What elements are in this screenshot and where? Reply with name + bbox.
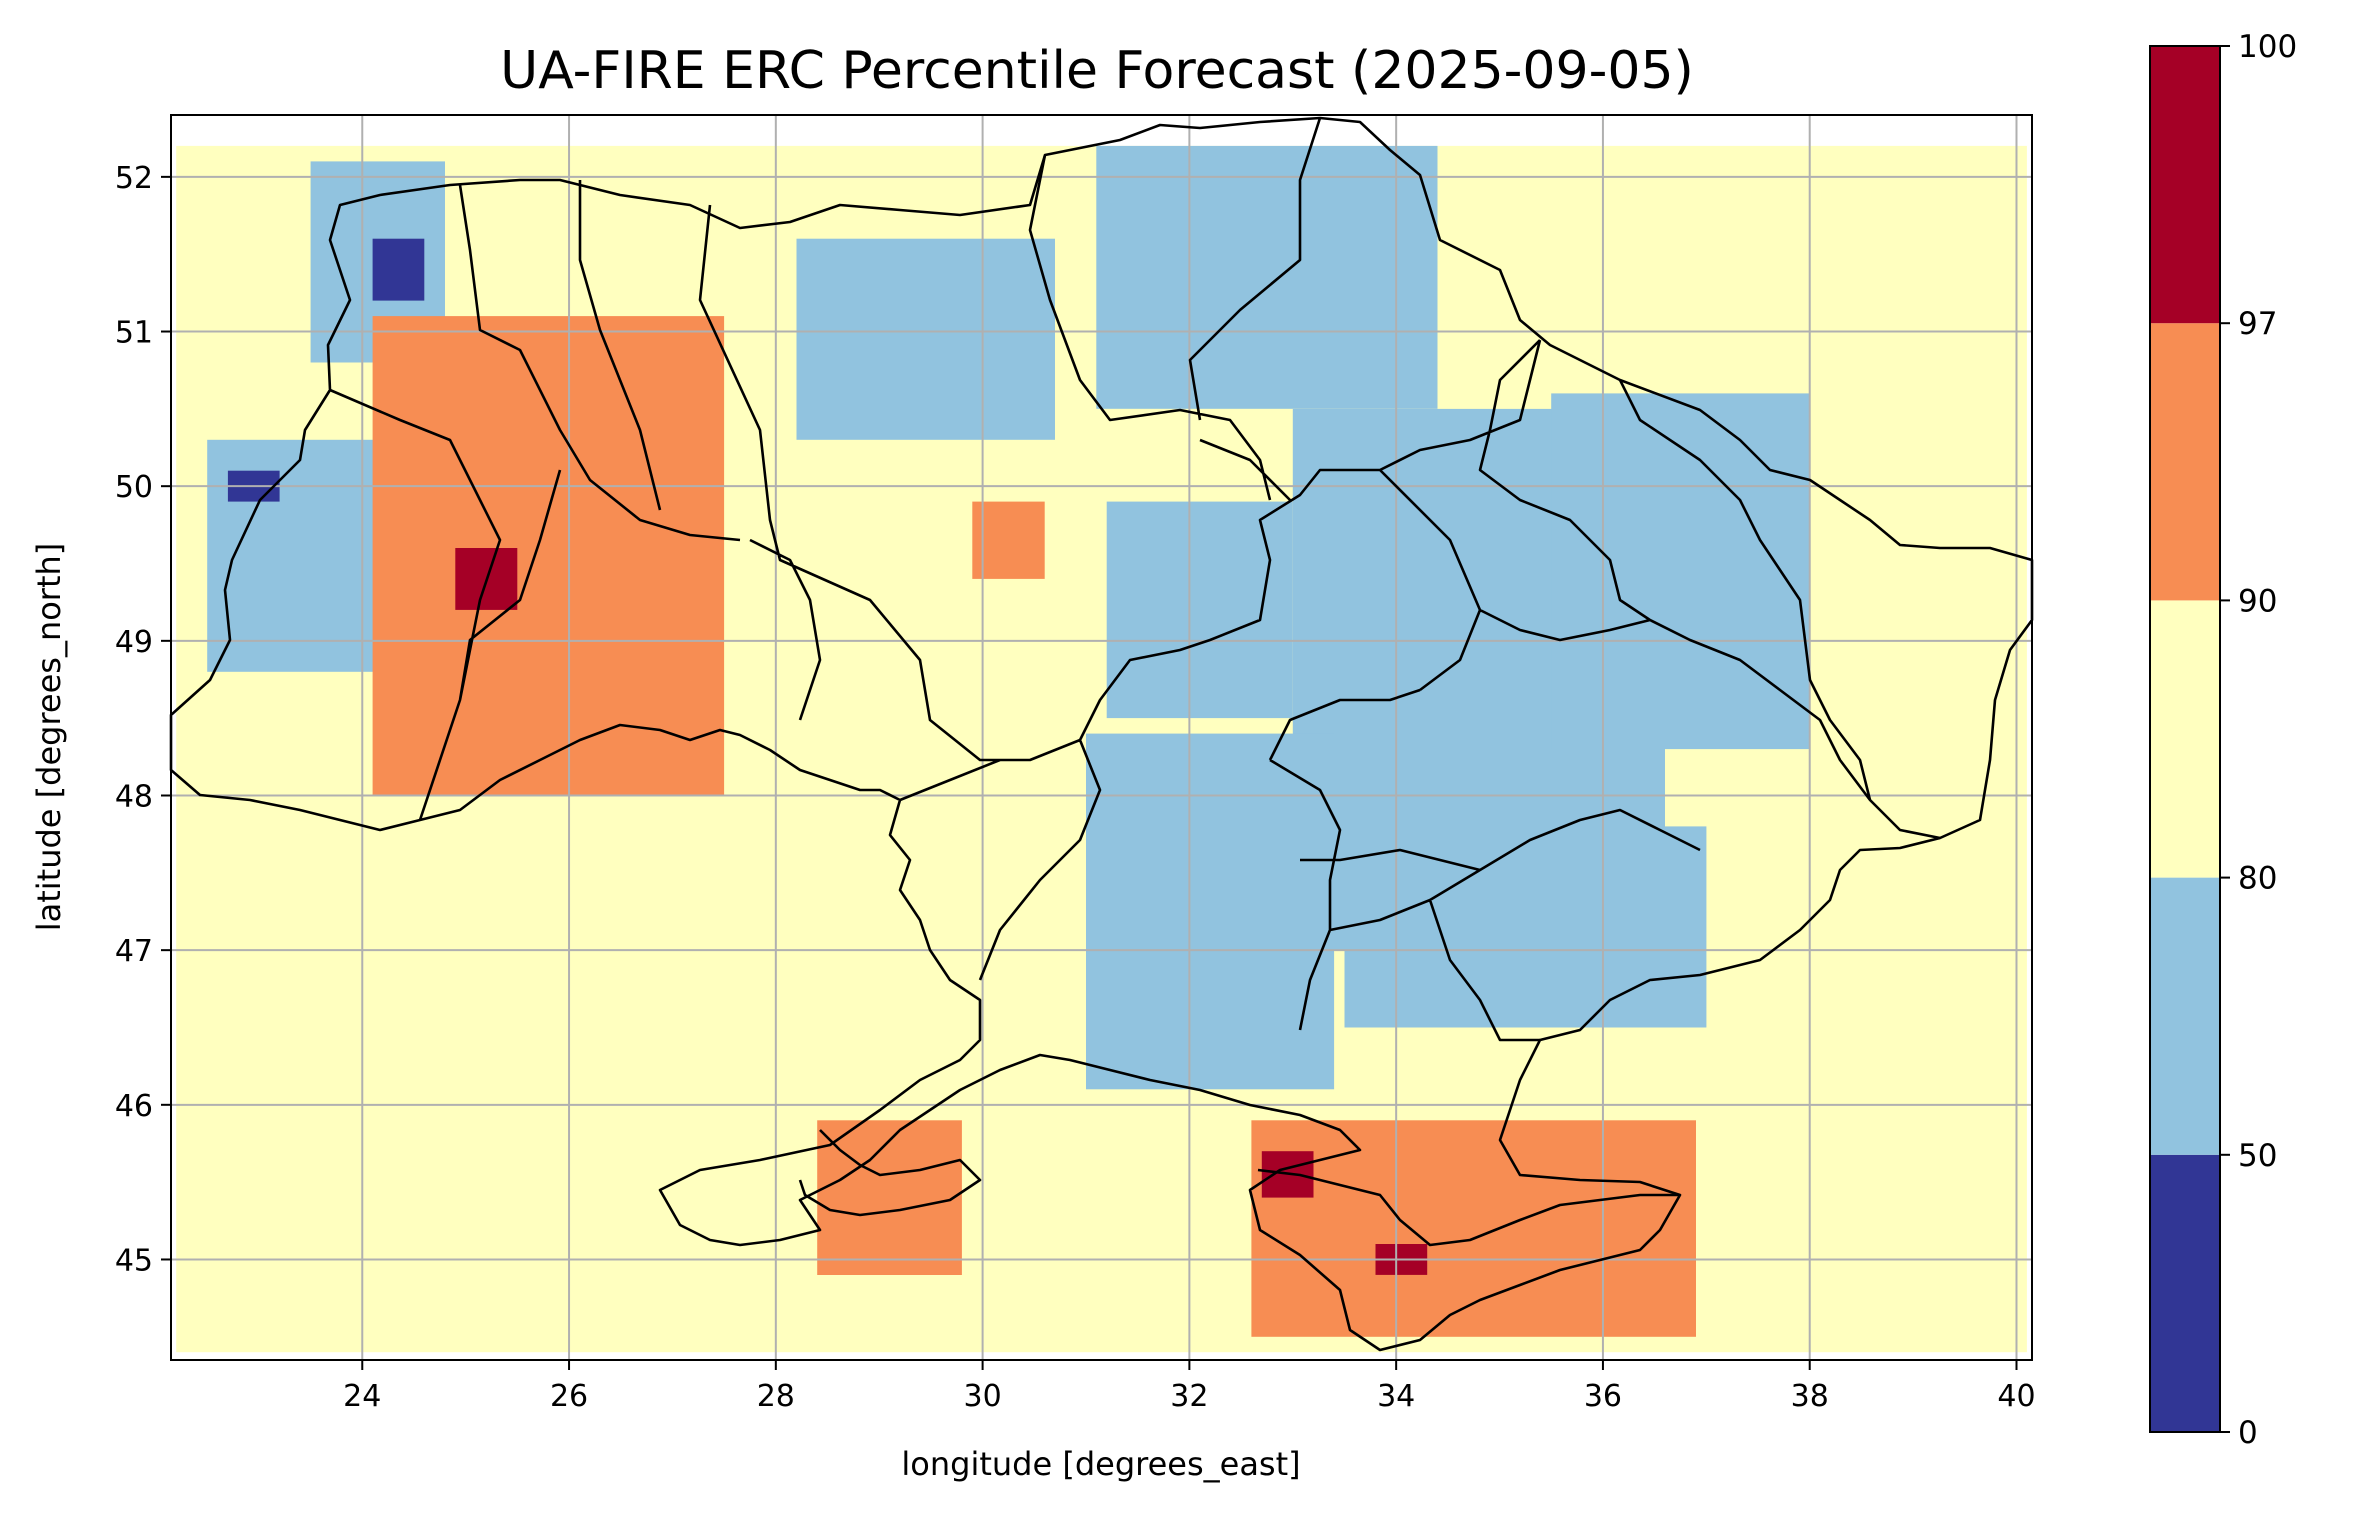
x-axis-label: longitude [degrees_east] <box>901 1445 1300 1483</box>
x-tick-label: 26 <box>550 1379 588 1414</box>
x-axis-ticks: 24 26 28 30 32 34 36 38 40 <box>343 1360 2036 1414</box>
y-tick-label: 51 <box>115 316 153 351</box>
colorbar-tick-label: 97 <box>2238 306 2277 342</box>
y-tick-label: 52 <box>115 161 153 196</box>
x-tick-label: 24 <box>343 1379 381 1414</box>
cell-region-50-80 <box>1096 145 1438 409</box>
cell-region-90-97 <box>372 316 725 796</box>
colorbar-bin-97-100 <box>2150 46 2220 324</box>
cell-region-0-50 <box>372 238 425 301</box>
y-axis-label: latitude [degrees_north] <box>30 543 68 932</box>
colorbar-tick-label: 100 <box>2238 29 2297 65</box>
colorbar-bin-80-90 <box>2150 600 2220 878</box>
cell-region-90-97 <box>972 501 1045 579</box>
y-tick-label: 46 <box>115 1089 153 1124</box>
colorbar-bin-50-80 <box>2150 877 2220 1155</box>
x-tick-label: 32 <box>1170 1379 1208 1414</box>
cell-region-50-80 <box>1344 826 1707 1028</box>
y-tick-label: 49 <box>115 625 153 660</box>
x-tick-label: 40 <box>1997 1379 2035 1414</box>
crimea-border <box>1257 1168 1680 1247</box>
plot-frame <box>170 114 2033 1361</box>
cell-region-90-97 <box>817 1120 962 1275</box>
colorbar-tick-label: 0 <box>2238 1415 2258 1451</box>
y-tick-label: 48 <box>115 779 153 814</box>
cell-region-50-80 <box>1551 393 1810 750</box>
colorbar: 0 50 80 90 97 100 <box>2149 29 2297 1451</box>
x-tick-label: 36 <box>1584 1379 1622 1414</box>
cell-region-50-80 <box>1106 501 1293 719</box>
y-tick-label: 50 <box>115 470 153 505</box>
x-tick-label: 30 <box>964 1379 1002 1414</box>
oblast-borders <box>329 117 1941 1042</box>
x-tick-label: 38 <box>1791 1379 1829 1414</box>
danube-coast <box>798 1129 982 1217</box>
x-tick-label: 28 <box>757 1379 795 1414</box>
x-tick-label: 34 <box>1377 1379 1415 1414</box>
y-tick-label: 47 <box>115 934 153 969</box>
colorbar-tick-label: 90 <box>2238 583 2277 619</box>
country-border <box>169 116 2034 1352</box>
colorbar-tick-label: 50 <box>2238 1138 2277 1174</box>
cell-region-50-80 <box>1086 733 1335 1090</box>
chart-title: UA-FIRE ERC Percentile Forecast (2025-09… <box>500 41 1694 101</box>
forecast-cells <box>176 145 2027 1353</box>
grid-lines <box>171 115 2032 1360</box>
cell-region-50-80 <box>796 238 1055 440</box>
colorbar-bin-90-97 <box>2150 323 2220 601</box>
colorbar-tick-label: 80 <box>2238 861 2277 897</box>
y-tick-label: 45 <box>115 1243 153 1278</box>
colorbar-frame <box>2149 45 2221 1433</box>
border-lines <box>169 116 2034 1352</box>
y-axis-ticks: 45 46 47 48 49 50 51 52 <box>115 161 171 1278</box>
cell-region-90-97 <box>1251 1120 1696 1337</box>
colorbar-bin-0-50 <box>2150 1154 2220 1432</box>
